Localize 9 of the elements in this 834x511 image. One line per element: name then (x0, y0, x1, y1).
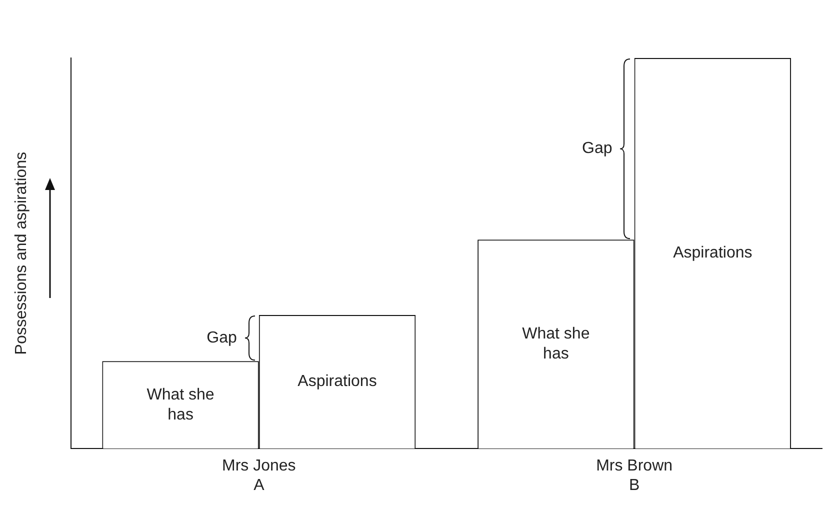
text: What she has (522, 326, 590, 363)
x-tick-label: Mrs Jones A (222, 458, 296, 494)
series-label: Aspirations (298, 373, 377, 390)
annotation: Gap (206, 329, 237, 346)
annotation: Gap (582, 140, 612, 158)
text: Aspirations (673, 244, 752, 262)
x-tick-label: Mrs Brown B (596, 458, 673, 494)
series-label: What she has (146, 386, 214, 424)
y-axis-title: Possessions and aspirations (13, 152, 30, 355)
